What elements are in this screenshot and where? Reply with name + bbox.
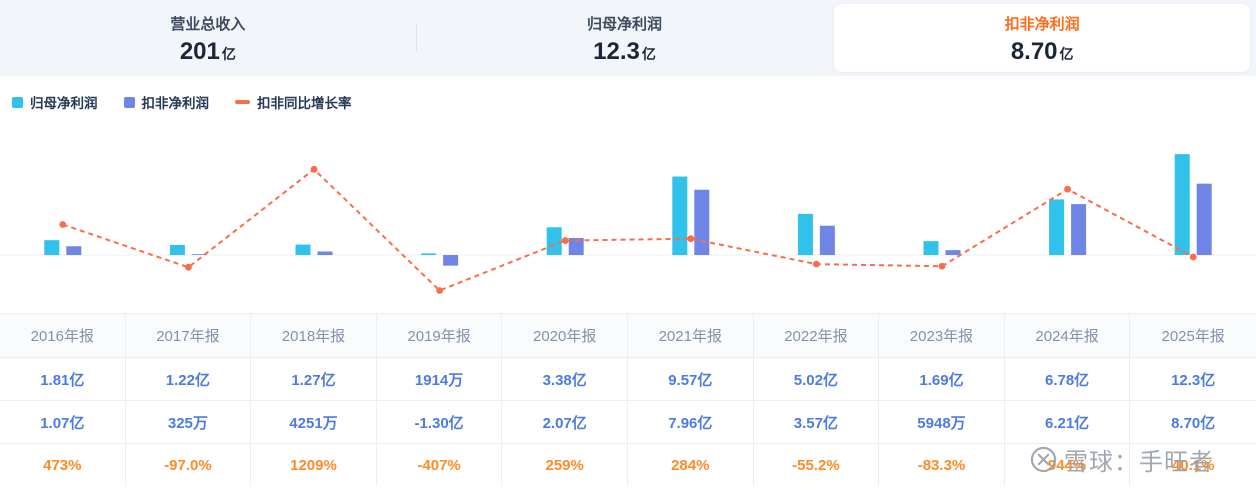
non-gaap-profit-value-2020: 2.07亿 [502, 401, 628, 443]
net-profit-bar-2020[interactable] [546, 227, 562, 255]
non-gaap-profit-bar-2021[interactable] [694, 189, 710, 255]
non-gaap-profit-bar-2018[interactable] [317, 251, 333, 255]
yoy-growth-value-2021: 284% [628, 444, 754, 486]
total-revenue-value: 201 亿 [179, 37, 236, 65]
yoy-growth-value-2018: 1209% [251, 444, 377, 486]
non-gaap-profit-value-2017: 325万 [126, 401, 252, 443]
net-profit-label: 归母净利润 [587, 15, 663, 33]
non-gaap-profit-bar-2017[interactable] [191, 254, 207, 255]
yoy-growth-value-2025: 40.1% [1171, 456, 1215, 474]
yoy-growth-value-2019: -407% [377, 444, 503, 486]
net-profit-value-2025: 12.3亿 [1171, 371, 1216, 389]
year-header-2017[interactable]: 2017年报 [126, 314, 252, 357]
net-profit-bar-2022[interactable] [797, 213, 813, 255]
non-gaap-profit-value-2016: 1.07亿 [0, 401, 126, 443]
net-profit-bar-2017[interactable] [169, 244, 185, 255]
non-gaap-profit-label: 扣非净利润 [1004, 15, 1080, 33]
yoy-growth-value-2023: -83.3% [879, 444, 1005, 486]
non-gaap-profit-value-2024: 6.21亿 [1005, 401, 1131, 443]
net-profit-value-2016: 1.81亿 [0, 358, 126, 400]
yoy-growth-point-2019[interactable] [436, 287, 443, 294]
net-profit-value: 12.3 亿 [593, 37, 656, 65]
year-header-2022[interactable]: 2022年报 [754, 314, 880, 357]
table-row-non-gaap-profit: 1.07亿 325万 4251万 -1.30亿 2.07亿 7.96亿 3.57亿 5948万… [0, 400, 1256, 443]
net-profit-value-2018: 1.27亿 [251, 358, 377, 400]
non-gaap-profit-value-2022: 3.57亿 [754, 401, 880, 443]
year-header-2023[interactable]: 2023年报 [879, 314, 1005, 357]
tab-net-profit[interactable]: 归母净利润 12.3 亿 [417, 0, 833, 76]
net-profit-value-2023: 1.69亿 [879, 358, 1005, 400]
yoy-growth-point-2017[interactable] [185, 263, 192, 271]
legend-label: 扣非净利润 [141, 96, 210, 111]
yoy-growth-point-2025[interactable] [1189, 253, 1197, 261]
net-profit-bar-2019[interactable] [421, 253, 437, 255]
non-gaap-profit-bar-2024[interactable] [1071, 204, 1087, 255]
year-header-2020[interactable]: 2020年报 [502, 314, 628, 357]
table-row-net-profit: 1.81亿 1.22亿 1.27亿 1914万 3.38亿 9.57亿 5.02亿 1.69亿… [0, 357, 1256, 400]
tab-non-gaap-profit-active[interactable]: 扣非净利润 8.70 亿 [834, 4, 1251, 72]
yoy-growth-value-2022: -55.2% [754, 444, 880, 486]
yoy-growth-value-2020: 259% [502, 444, 628, 486]
net-profit-bar-2023[interactable] [923, 241, 939, 255]
net-profit-value-2017: 1.22亿 [126, 358, 252, 400]
year-header-2016[interactable]: 2016年报 [0, 314, 126, 357]
yoy-growth-value-2017: -97.0% [126, 444, 252, 486]
non-gaap-profit-bar-2023[interactable] [945, 250, 961, 255]
chart-legend: 归母净利润 扣非净利润 扣非同比增长率 [12, 92, 352, 112]
non-gaap-profit-bar-2020[interactable] [568, 238, 584, 255]
year-header-2024[interactable]: 2024年报 [1005, 314, 1131, 357]
net-profit-bar-2025[interactable] [1174, 154, 1190, 255]
yoy-growth-dash-icon [235, 100, 250, 104]
yoy-growth-point-2023[interactable] [938, 262, 946, 270]
net-profit-bar-2018[interactable] [295, 244, 311, 255]
non-gaap-profit-swatch-icon [123, 96, 135, 108]
year-header-2021[interactable]: 2021年报 [628, 314, 754, 357]
legend-label: 扣非同比增长率 [257, 96, 352, 111]
net-profit-value-2019: 1914万 [377, 358, 503, 400]
non-gaap-profit-value-2025: 8.70亿 [1171, 414, 1216, 432]
net-profit-swatch-icon [12, 96, 23, 108]
yoy-growth-point-2016[interactable] [59, 221, 67, 228]
yoy-growth-point-2024[interactable] [1064, 185, 1071, 193]
summary-tabs: 营业总收入 201 亿 归母净利润 12.3 亿 扣非净利润 8.70 亿 [0, 0, 1256, 76]
net-profit-bar-2016[interactable] [44, 240, 60, 255]
non-gaap-profit-bar-2019[interactable] [443, 255, 459, 266]
tab-total-revenue[interactable]: 营业总收入 201 亿 [0, 0, 416, 76]
non-gaap-profit-value-2021: 7.96亿 [628, 401, 754, 443]
yoy-growth-value-2016: 473% [0, 444, 126, 486]
net-profit-value-2022: 5.02亿 [754, 358, 880, 400]
non-gaap-profit-value-2018: 4251万 [251, 401, 377, 443]
yoy-growth-value-2024: 944% [1005, 444, 1131, 486]
non-gaap-profit-bar-2025[interactable] [1196, 183, 1212, 255]
yoy-growth-point-2020[interactable] [561, 237, 569, 244]
annual-data-table: 2016年报 2017年报 2018年报 2019年报 2020年报 2021年报 2022… [0, 313, 1256, 486]
legend-item-non-gaap-profit[interactable]: 扣非净利润 [123, 92, 210, 112]
legend-label: 归母净利润 [30, 96, 98, 111]
yoy-growth-line [62, 168, 1194, 292]
table-row-yoy-growth: 473% -97.0% 1209% -407% 259% 284% -55.2% -83.3%… [0, 443, 1256, 486]
table-header-row: 2016年报 2017年报 2018年报 2019年报 2020年报 2021年报 2022… [0, 314, 1256, 357]
year-header-2018[interactable]: 2018年报 [251, 314, 377, 357]
non-gaap-profit-value-2023: 5948万 [879, 401, 1005, 443]
legend-item-net-profit[interactable]: 归母净利润 [12, 92, 98, 112]
legend-item-yoy-growth[interactable]: 扣非同比增长率 [235, 92, 352, 112]
net-profit-value-2021: 9.57亿 [628, 358, 754, 400]
yoy-growth-point-2021[interactable] [687, 235, 695, 243]
non-gaap-profit-bar-2022[interactable] [819, 225, 835, 255]
net-profit-bar-2021[interactable] [672, 176, 688, 255]
non-gaap-profit-value: 8.70 亿 [1010, 37, 1074, 65]
net-profit-value-2024: 6.78亿 [1005, 358, 1131, 400]
year-header-2019[interactable]: 2019年报 [377, 314, 503, 357]
non-gaap-profit-bar-2016[interactable] [66, 246, 82, 255]
profit-combo-chart[interactable] [0, 120, 1256, 310]
year-header-2025[interactable]: 2025年报 [1161, 328, 1225, 345]
tab-divider [415, 25, 417, 51]
net-profit-bar-2024[interactable] [1049, 199, 1065, 255]
yoy-growth-point-2018[interactable] [310, 165, 318, 173]
total-revenue-label: 营业总收入 [170, 15, 246, 33]
yoy-growth-point-2022[interactable] [813, 260, 820, 268]
net-profit-value-2020: 3.38亿 [502, 358, 628, 400]
non-gaap-profit-value-2019: -1.30亿 [377, 401, 503, 443]
